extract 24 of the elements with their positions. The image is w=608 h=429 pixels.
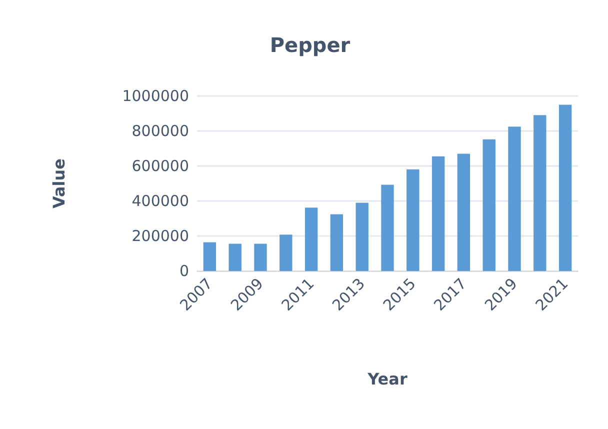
bar bbox=[228, 244, 242, 271]
y-tick-label: 800000 bbox=[132, 122, 189, 140]
bar bbox=[534, 115, 546, 271]
bar bbox=[203, 242, 216, 271]
y-tick-label: 200000 bbox=[132, 227, 189, 245]
bar bbox=[254, 244, 267, 271]
bar bbox=[432, 156, 445, 271]
chart-title: Pepper bbox=[270, 33, 350, 57]
y-axis-title: Value bbox=[50, 158, 68, 209]
bar bbox=[482, 139, 496, 271]
y-tick-label: 1000000 bbox=[122, 87, 189, 105]
bar bbox=[330, 214, 344, 271]
bar bbox=[280, 234, 292, 271]
bar bbox=[508, 126, 521, 271]
bar bbox=[304, 208, 318, 271]
y-tick-label: 0 bbox=[179, 262, 189, 280]
bar bbox=[457, 154, 470, 271]
y-tick-label: 400000 bbox=[132, 192, 189, 210]
bar bbox=[356, 202, 368, 271]
bar bbox=[406, 169, 420, 271]
bar bbox=[381, 184, 394, 271]
x-axis-title: Year bbox=[366, 370, 408, 388]
bar bbox=[558, 104, 572, 271]
y-tick-label: 600000 bbox=[132, 157, 189, 175]
